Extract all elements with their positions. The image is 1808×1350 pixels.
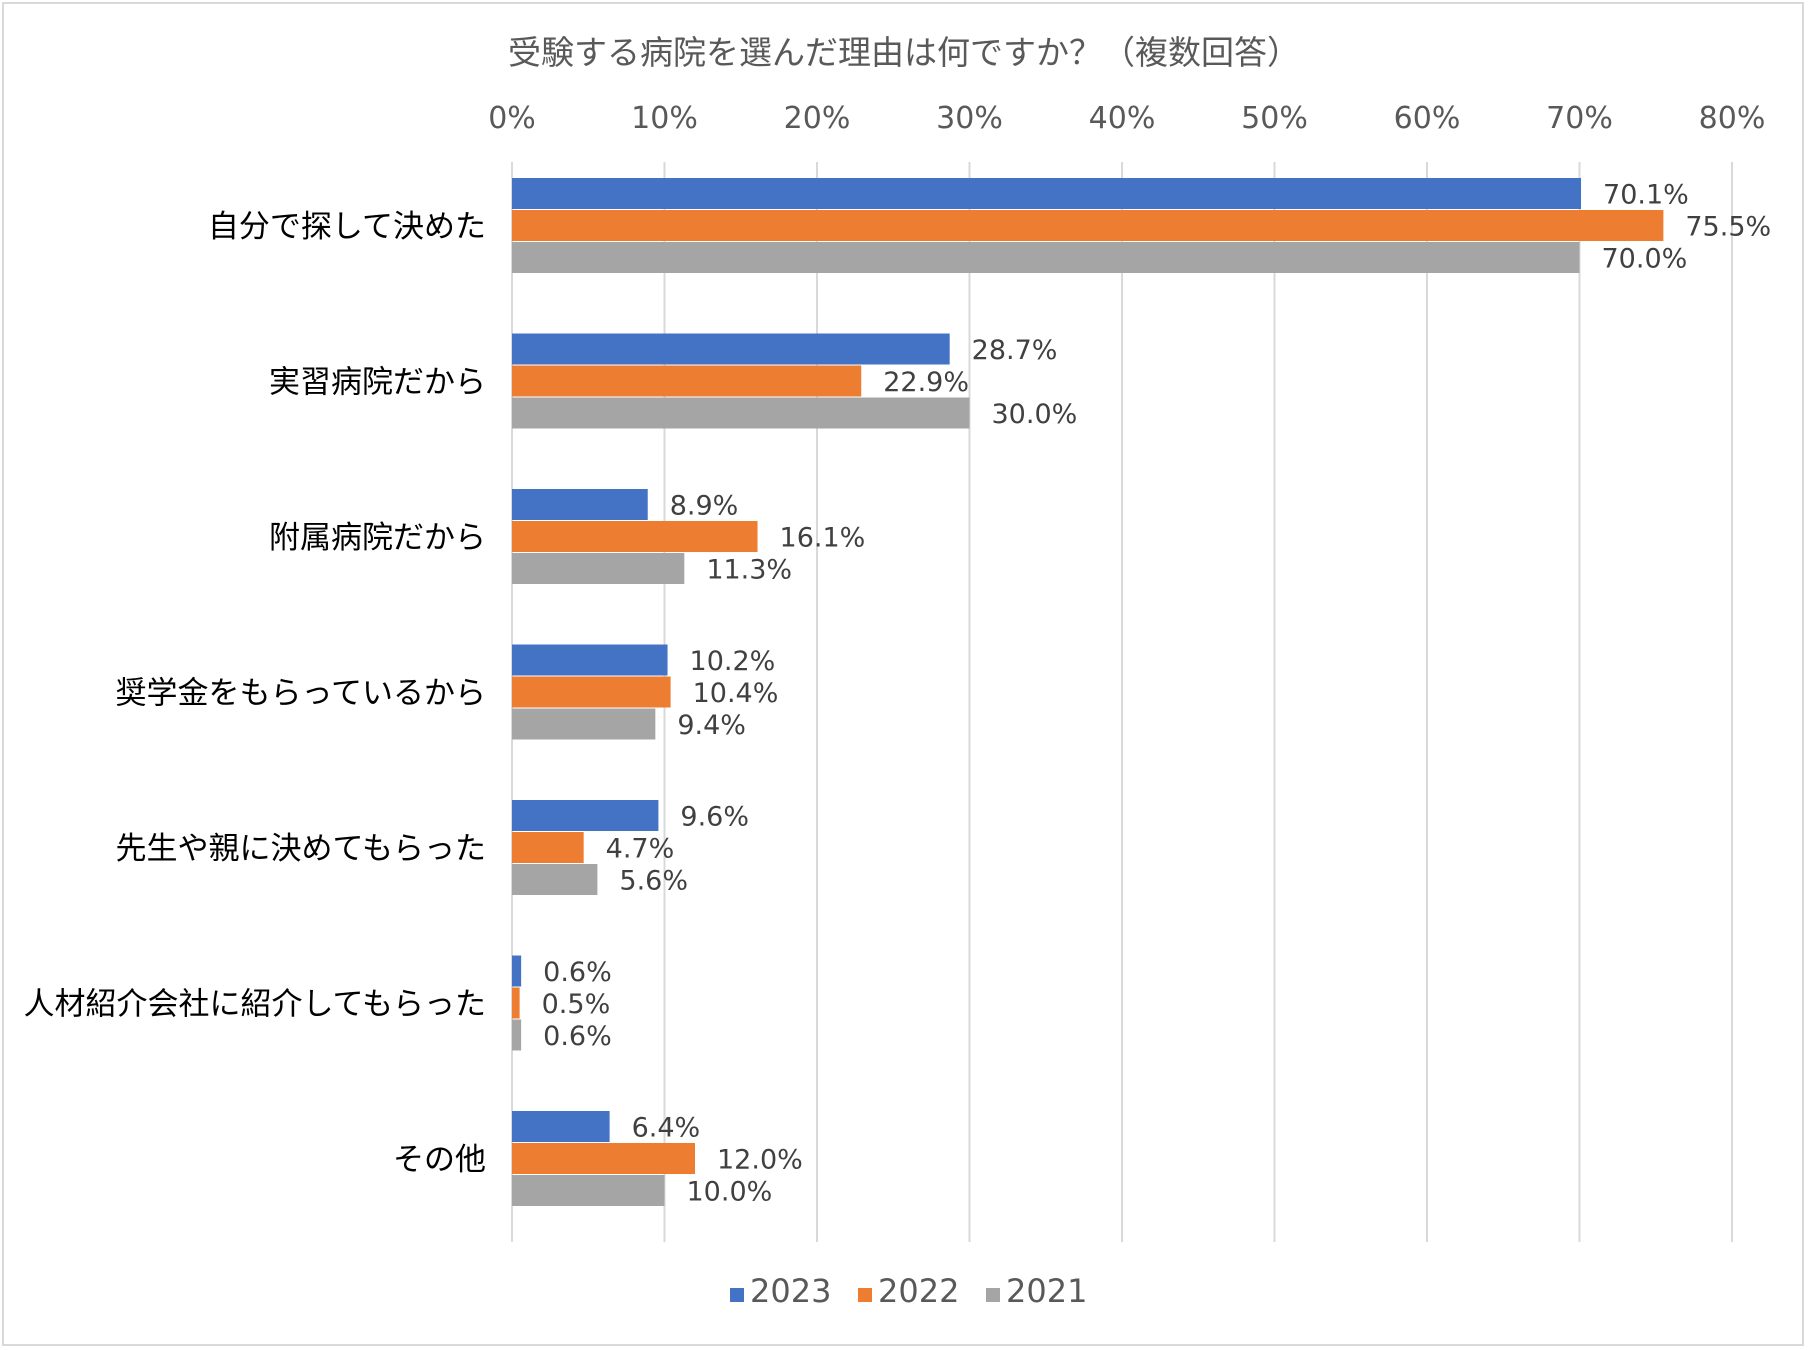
bar-2023 <box>512 489 648 520</box>
bar-2021 <box>512 397 970 429</box>
bar-2022 <box>512 521 758 552</box>
data-label: 9.6% <box>680 802 749 833</box>
data-label: 10.0% <box>687 1177 773 1208</box>
bar-2022 <box>512 1143 695 1174</box>
bar-2023 <box>512 955 522 987</box>
bar-2023 <box>512 333 950 365</box>
legend-label: 2023 <box>750 1272 831 1310</box>
bar-2021 <box>512 1175 665 1206</box>
x-tick-label: 30% <box>936 101 1003 136</box>
data-label: 12.0% <box>717 1145 803 1176</box>
data-label: 75.5% <box>1685 212 1771 243</box>
legend-swatch-2022 <box>858 1288 872 1302</box>
bar-2021 <box>512 864 598 895</box>
legend: 2023 2022 2021 <box>730 1272 1087 1310</box>
legend-label: 2022 <box>878 1272 959 1310</box>
data-label: 28.7% <box>972 335 1058 366</box>
legend-label: 2021 <box>1006 1272 1087 1310</box>
bar-2022 <box>512 987 520 1019</box>
bar-2022 <box>512 210 1664 241</box>
data-label: 11.3% <box>706 555 792 586</box>
x-tick-label: 10% <box>631 101 698 136</box>
data-label: 10.4% <box>693 678 779 709</box>
data-label: 0.6% <box>543 1021 612 1052</box>
bar-2021 <box>512 553 685 584</box>
x-axis-ticks: 0% 10% 20% 30% 40% 50% 60% 70% 80% <box>488 101 1765 136</box>
bar-2022 <box>512 676 671 708</box>
x-tick-label: 20% <box>784 101 851 136</box>
bar-2023 <box>512 178 1582 209</box>
data-label: 0.6% <box>543 957 612 988</box>
data-label: 22.9% <box>883 367 969 398</box>
category-labels: 自分で探して決めた実習病院だから附属病院だから奨学金をもらっているから先生や親に… <box>23 209 486 1178</box>
data-label: 16.1% <box>780 523 866 554</box>
category-label: その他 <box>393 1142 486 1178</box>
category-label: 奨学金をもらっているから <box>116 676 486 712</box>
data-label: 9.4% <box>677 710 746 741</box>
category-label: 自分で探して決めた <box>208 209 486 245</box>
bar-2021 <box>512 708 656 740</box>
category-label: 附属病院だから <box>269 520 486 556</box>
bar-2023 <box>512 1111 610 1142</box>
data-label: 6.4% <box>632 1113 701 1144</box>
bars <box>512 178 1664 1206</box>
x-tick-label: 60% <box>1394 101 1461 136</box>
bar-2023 <box>512 644 668 676</box>
data-label: 10.2% <box>690 646 776 677</box>
bar-2023 <box>512 800 659 831</box>
chart-title: 受験する病院を選んだ理由は何ですか？（複数回答） <box>508 33 1300 72</box>
bar-2021 <box>512 242 1580 273</box>
category-label: 実習病院だから <box>269 365 486 401</box>
data-labels: 70.1%75.5%70.0%28.7%22.9%30.0%8.9%16.1%1… <box>542 180 1772 1208</box>
bar-2022 <box>512 365 862 397</box>
data-label: 0.5% <box>542 989 611 1020</box>
x-tick-label: 50% <box>1241 101 1308 136</box>
data-label: 70.0% <box>1602 244 1688 275</box>
data-label: 30.0% <box>992 399 1078 430</box>
legend-swatch-2023 <box>730 1288 744 1302</box>
category-label: 人材紹介会社に紹介してもらった <box>23 987 486 1023</box>
bar-2022 <box>512 832 584 863</box>
category-label: 先生や親に決めてもらった <box>116 831 486 867</box>
x-tick-label: 40% <box>1089 101 1156 136</box>
data-label: 70.1% <box>1603 180 1689 211</box>
x-tick-label: 80% <box>1699 101 1766 136</box>
legend-swatch-2021 <box>986 1288 1000 1302</box>
data-label: 4.7% <box>606 834 675 865</box>
bar-2021 <box>512 1019 522 1051</box>
data-label: 8.9% <box>670 491 739 522</box>
x-tick-label: 70% <box>1546 101 1613 136</box>
data-label: 5.6% <box>619 866 688 897</box>
x-tick-label: 0% <box>488 101 536 136</box>
